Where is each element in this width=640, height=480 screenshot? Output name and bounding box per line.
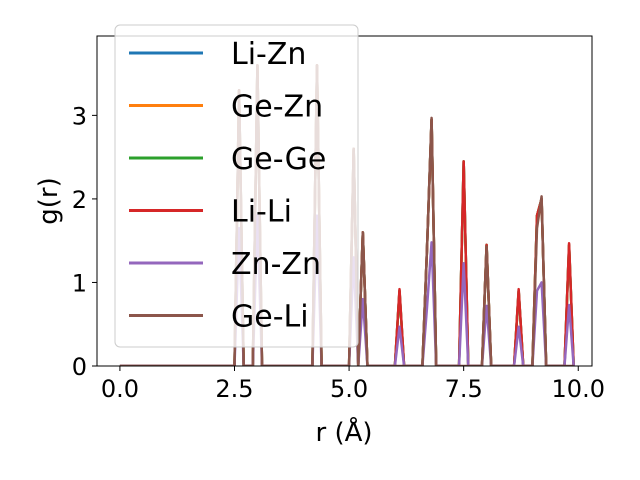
y-tick-label: 1 [72,269,87,297]
y-axis-label: g(r) [34,177,64,224]
legend-label-ge-ge: Ge-Ge [231,142,326,177]
x-tick-label: 2.5 [215,375,253,403]
x-axis: 0.0 2.5 5.0 7.5 10.0 [101,366,605,403]
x-tick-label: 7.5 [445,375,483,403]
y-tick-label: 2 [72,186,87,214]
legend-label-ge-zn: Ge-Zn [231,90,323,125]
legend-label-ge-li: Ge-Li [231,300,309,335]
x-tick-label: 10.0 [552,375,605,403]
y-axis: 0 1 2 3 [72,102,97,381]
legend-label-zn-zn: Zn-Zn [231,247,321,282]
legend-label-li-zn: Li-Zn [231,37,306,72]
x-tick-label: 0.0 [101,375,139,403]
x-axis-label: r (Å) [315,416,372,448]
y-tick-label: 0 [72,353,87,381]
legend-label-li-li: Li-Li [231,195,292,230]
y-tick-label: 3 [72,102,87,130]
legend: Li-Zn Ge-Zn Ge-Ge Li-Li Zn-Zn Ge-Li [114,24,359,348]
legend-entries: Li-Zn Ge-Zn Ge-Ge Li-Li Zn-Zn Ge-Li [129,37,326,335]
x-tick-label: 5.0 [330,375,368,403]
